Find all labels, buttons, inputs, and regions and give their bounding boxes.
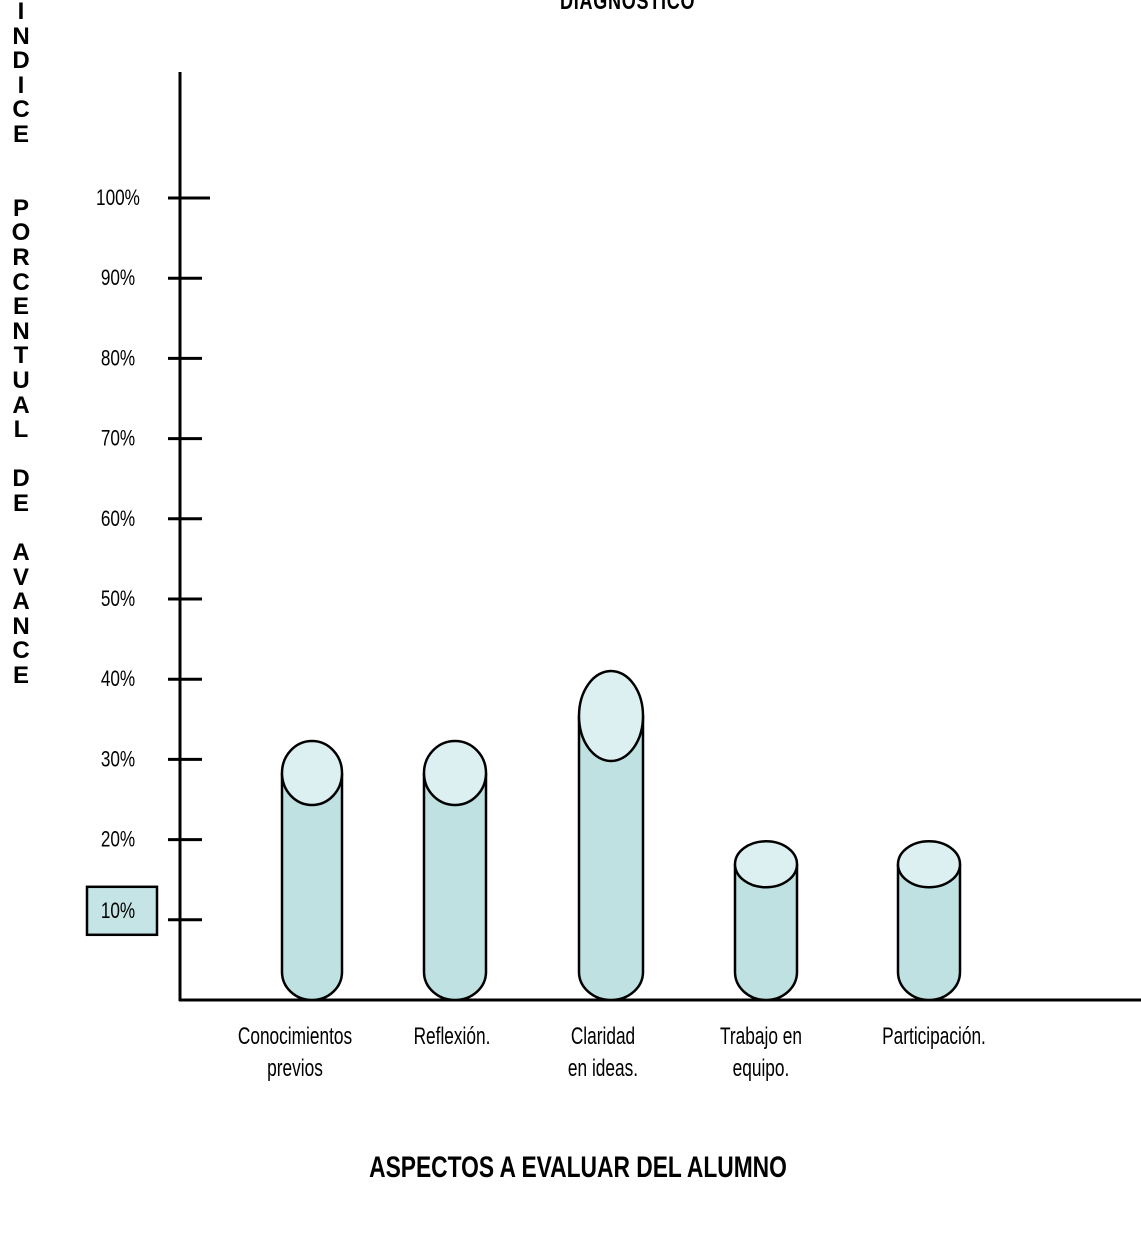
y-tick-label: 60% [101, 507, 135, 532]
y-tick-label: 30% [101, 747, 135, 772]
bar-top [280, 739, 344, 807]
bar [280, 773, 344, 1002]
x-axis-title: ASPECTOS A EVALUAR DEL ALUMNO [369, 1150, 787, 1184]
highlighted-tick-box [85, 885, 159, 937]
x-tick-label: Trabajo en [720, 1023, 802, 1049]
y-tick-label: 100% [96, 186, 140, 211]
y-tick-label: 50% [101, 587, 135, 612]
bar-top [422, 739, 488, 807]
y-tick-label: 70% [101, 427, 135, 452]
bar [896, 864, 962, 1002]
bar [577, 715, 645, 1002]
y-tick-label: 90% [101, 266, 135, 291]
x-tick-label: Claridad [571, 1023, 635, 1049]
bar-top [896, 840, 962, 889]
x-tick-label: Reflexión. [414, 1023, 491, 1049]
bar [422, 773, 488, 1002]
bar-top [577, 669, 645, 763]
x-tick-label: previos [267, 1055, 323, 1081]
y-tick-label: 80% [101, 346, 135, 371]
bar [733, 864, 799, 1002]
x-tick-label: Conocimientos [238, 1023, 352, 1049]
y-tick-label: 10% [101, 899, 135, 924]
x-tick-label: equipo. [733, 1055, 790, 1081]
y-tick-label: 20% [101, 828, 135, 853]
x-tick-label: en ideas. [568, 1055, 638, 1081]
chart-title: DIAGNOSTICO [560, 0, 696, 15]
x-tick-label: Participación. [882, 1023, 986, 1049]
bar-top [733, 840, 799, 889]
y-tick-label: 40% [101, 667, 135, 692]
